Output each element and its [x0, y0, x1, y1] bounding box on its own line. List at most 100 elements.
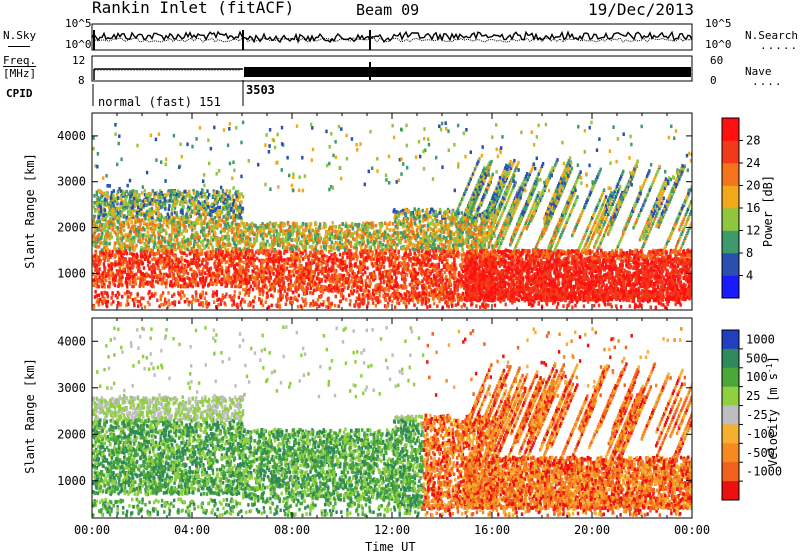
data-cell — [284, 232, 287, 236]
data-cell — [160, 235, 164, 239]
data-cell — [139, 222, 142, 226]
data-cell — [145, 203, 148, 208]
data-cell — [119, 189, 123, 193]
data-cell — [297, 248, 301, 252]
data-cell — [168, 251, 172, 256]
data-cell — [281, 224, 285, 228]
data-cell — [312, 274, 315, 279]
data-cell — [440, 251, 443, 255]
data-cell — [270, 267, 273, 271]
data-cell — [150, 236, 153, 241]
data-cell — [320, 254, 324, 259]
data-cell — [116, 190, 120, 194]
data-cell — [173, 210, 177, 215]
data-cell — [100, 201, 103, 206]
data-cell — [264, 245, 267, 250]
data-cell — [363, 261, 366, 266]
data-cell — [487, 245, 491, 249]
data-cell — [197, 217, 200, 222]
data-cell — [134, 217, 137, 221]
data-cell — [163, 257, 166, 261]
data-cell — [389, 255, 392, 260]
data-cell — [279, 253, 282, 257]
data-cell — [173, 281, 176, 286]
data-cell — [340, 258, 343, 263]
data-cell — [249, 284, 253, 289]
data-cell — [410, 286, 414, 290]
data-cell — [160, 191, 163, 195]
data-cell — [314, 283, 317, 288]
data-cell — [98, 207, 101, 212]
data-cell — [204, 279, 207, 283]
data-cell — [324, 275, 327, 279]
data-cell — [373, 229, 377, 234]
data-cell — [293, 254, 297, 258]
data-cell — [239, 215, 242, 220]
data-cell — [210, 226, 213, 231]
data-cell — [101, 212, 104, 217]
data-cell — [92, 242, 96, 247]
data-cell — [117, 196, 120, 200]
data-cell — [323, 285, 326, 289]
data-cell — [129, 266, 132, 271]
data-cell — [296, 255, 299, 260]
data-cell — [275, 249, 278, 254]
data-cell — [434, 288, 437, 292]
data-cell — [282, 258, 286, 262]
data-cell — [105, 278, 108, 283]
data-cell — [164, 193, 167, 197]
data-cell — [282, 239, 285, 243]
data-cell — [366, 288, 369, 293]
data-cell — [238, 209, 241, 213]
data-cell — [197, 221, 200, 225]
data-cell — [317, 272, 320, 276]
data-cell — [320, 289, 323, 293]
data-cell — [147, 212, 150, 216]
data-cell — [217, 193, 221, 198]
data-cell — [200, 224, 203, 229]
data-cell — [343, 230, 346, 235]
data-cell — [155, 211, 158, 216]
data-cell — [311, 228, 314, 233]
data-cell — [172, 247, 176, 252]
data-cell — [196, 283, 200, 288]
data-cell — [266, 262, 269, 266]
data-cell — [211, 229, 214, 233]
data-cell — [458, 252, 461, 256]
data-cell — [217, 221, 220, 226]
data-cell — [356, 242, 359, 246]
data-cell — [380, 247, 384, 251]
data-cell — [190, 278, 193, 283]
data-cell — [170, 280, 173, 284]
data-cell — [188, 277, 191, 281]
data-cell — [340, 237, 343, 242]
data-cell — [261, 259, 264, 264]
data-cell — [94, 238, 98, 242]
data-cell — [119, 257, 122, 261]
data-cell — [371, 236, 374, 240]
data-cell — [205, 254, 208, 258]
data-cell — [340, 227, 343, 232]
data-cell — [233, 277, 236, 282]
data-cell — [333, 242, 336, 247]
data-cell — [141, 218, 144, 222]
data-cell — [108, 208, 111, 212]
data-cell — [280, 224, 283, 228]
data-cell — [202, 233, 205, 237]
data-cell — [295, 241, 299, 245]
data-cell — [374, 254, 377, 258]
data-cell — [189, 206, 192, 210]
data-cell — [128, 237, 131, 241]
data-cell — [131, 189, 134, 193]
data-cell — [186, 276, 189, 280]
data-cell — [114, 196, 117, 201]
data-cell — [99, 197, 102, 202]
data-cell — [94, 249, 97, 254]
data-cell — [239, 273, 243, 278]
data-cell — [286, 228, 289, 233]
data-cell — [207, 269, 211, 274]
data-cell — [283, 222, 286, 227]
data-cell — [326, 277, 329, 282]
data-cell — [261, 284, 265, 288]
data-cell — [297, 287, 300, 291]
